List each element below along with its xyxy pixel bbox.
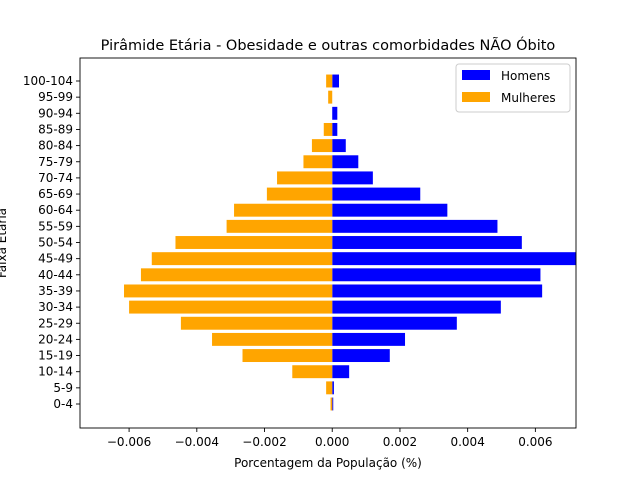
bar-mulheres-85-89 [323, 122, 333, 136]
bar-mulheres-25-29 [180, 316, 333, 330]
bar-homens-60-64 [332, 203, 448, 217]
legend-label-homens: Homens [501, 69, 550, 83]
y-tick-label: 60-64 [38, 203, 73, 217]
bar-mulheres-65-69 [266, 187, 333, 201]
y-tick-label: 10-14 [38, 365, 73, 379]
bar-homens-5-9 [332, 381, 334, 395]
y-tick-label: 40-44 [38, 268, 73, 282]
bar-mulheres-80-84 [311, 139, 333, 153]
bar-mulheres-5-9 [326, 381, 333, 395]
bar-homens-25-29 [332, 316, 457, 330]
x-tick-label: −0.002 [242, 435, 286, 449]
y-tick-label: 50-54 [38, 236, 73, 250]
y-tick-label: 95-99 [38, 90, 73, 104]
y-tick-label: 75-79 [38, 155, 73, 169]
x-tick-label: −0.004 [175, 435, 219, 449]
y-tick-label: 100-104 [23, 74, 73, 88]
bar-homens-0-4 [332, 397, 334, 411]
bar-mulheres-75-79 [303, 155, 333, 169]
bar-homens-80-84 [332, 139, 346, 153]
legend: Homens Mulheres [455, 63, 571, 113]
y-tick-label: 15-19 [38, 349, 73, 363]
bar-mulheres-60-64 [234, 203, 333, 217]
bar-homens-55-59 [332, 219, 498, 233]
plot-frame [79, 57, 577, 429]
bar-homens-90-94 [332, 106, 338, 120]
bar-homens-50-54 [332, 236, 522, 249]
bar-homens-65-69 [332, 187, 421, 201]
bar-homens-70-74 [332, 171, 373, 185]
y-tick-label: 85-89 [38, 122, 73, 136]
legend-swatch-homens [462, 70, 490, 80]
bar-mulheres-20-24 [212, 332, 333, 346]
bar-homens-30-34 [332, 300, 501, 314]
chart-title: Pirâmide Etária - Obesidade e outras com… [101, 36, 556, 54]
x-tick-label: 0.004 [450, 435, 484, 449]
bar-homens-100-104 [332, 74, 340, 88]
y-tick-label: 65-69 [38, 187, 73, 201]
y-axis-label: Faixa Etária [0, 208, 9, 278]
y-tick-label: 35-39 [38, 284, 73, 298]
x-tick-label: 0.000 [315, 435, 349, 449]
x-axis-label: Porcentagem da População (%) [234, 456, 422, 470]
y-tick-label: 0-4 [53, 397, 73, 411]
bar-mulheres-40-44 [140, 268, 333, 282]
bar-homens-75-79 [332, 155, 359, 169]
bar-mulheres-35-39 [124, 284, 333, 298]
bar-homens-10-14 [332, 365, 350, 379]
bar-mulheres-15-19 [242, 349, 333, 363]
y-tick-label: 70-74 [38, 171, 73, 185]
y-tick-label: 55-59 [38, 219, 73, 233]
legend-swatch-mulheres [462, 92, 490, 102]
y-tick-label: 80-84 [38, 139, 73, 153]
bar-mulheres-0-4 [330, 397, 333, 411]
bar-homens-35-39 [332, 284, 543, 298]
bar-mulheres-55-59 [226, 219, 333, 233]
x-tick-label: 0.006 [518, 435, 552, 449]
bar-homens-15-19 [332, 349, 390, 363]
y-tick-label: 90-94 [38, 106, 73, 120]
bar-homens-20-24 [332, 332, 406, 346]
bars-layer [124, 74, 576, 411]
y-tick-label: 5-9 [53, 381, 73, 395]
bar-mulheres-45-49 [151, 252, 333, 266]
axes-layer: −0.006 −0.004 −0.002 0.000 0.002 0.004 0.006 0-… [23, 74, 553, 449]
y-tick-label: 25-29 [38, 316, 73, 330]
bar-mulheres-70-74 [277, 171, 333, 185]
legend-label-mulheres: Mulheres [501, 91, 556, 105]
bar-homens-85-89 [332, 122, 338, 136]
x-tick-label: 0.002 [383, 435, 417, 449]
y-tick-label: 20-24 [38, 332, 73, 346]
bar-homens-40-44 [332, 268, 541, 282]
bar-mulheres-10-14 [292, 365, 333, 379]
y-tick-label: 45-49 [38, 252, 73, 266]
bar-mulheres-100-104 [326, 74, 333, 88]
bar-mulheres-50-54 [175, 236, 333, 249]
bar-homens-45-49 [332, 252, 576, 266]
bar-mulheres-95-99 [328, 90, 333, 104]
y-tick-label: 30-34 [38, 300, 73, 314]
bar-mulheres-30-34 [129, 300, 333, 314]
x-tick-label: −0.006 [107, 435, 151, 449]
